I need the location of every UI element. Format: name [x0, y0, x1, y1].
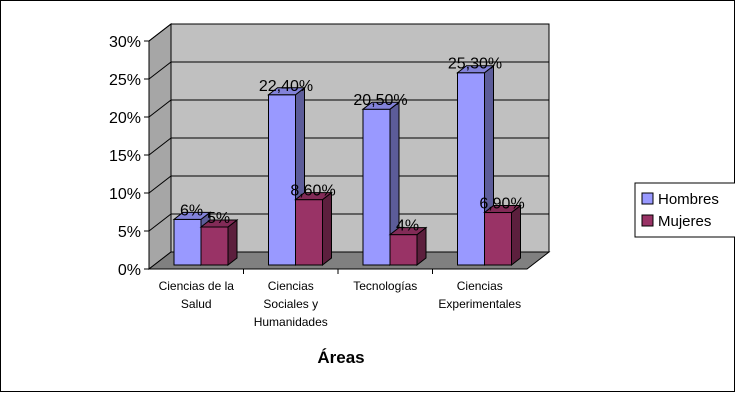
- gridlines: [144, 23, 549, 270]
- legend: Hombres Mujeres: [634, 182, 735, 238]
- y-tick-label: 15%: [109, 148, 141, 165]
- legend-entry: Hombres: [658, 191, 719, 208]
- x-tick-label: Ciencias Experimentales: [438, 279, 521, 311]
- bar-mujeres-2: [388, 226, 428, 267]
- gridline: [148, 175, 549, 194]
- legend-swatch: [641, 214, 654, 227]
- gridline: [148, 61, 549, 80]
- bar-mujeres-3: [483, 204, 522, 267]
- y-tick-label: 25%: [109, 72, 141, 89]
- bar-hombres-1: [267, 86, 306, 267]
- data-label: 8,60%: [290, 183, 335, 200]
- x-tick-label: Ciencias Sociales y Humanidades: [254, 279, 328, 329]
- x-tick-label: Ciencias de la Salud: [159, 279, 235, 311]
- bar-mujeres-1: [294, 191, 333, 267]
- y-tick-label: 5%: [118, 224, 141, 241]
- data-label: 6%: [180, 202, 203, 219]
- gridline: [148, 99, 549, 118]
- data-label: 4%: [396, 218, 419, 235]
- y-tick-label: 0%: [118, 262, 141, 279]
- x-axis-title: Áreas: [317, 348, 364, 367]
- legend-entry: Mujeres: [658, 213, 711, 230]
- data-label: 6,90%: [479, 196, 524, 213]
- data-label: 20,50%: [353, 92, 407, 109]
- y-tick-labels: 0% 5% 10% 15% 20% 25% 30%: [109, 34, 141, 279]
- data-label: 25,30%: [448, 56, 502, 73]
- y-tick-label: 10%: [109, 186, 141, 203]
- y-tick-label: 20%: [109, 110, 141, 127]
- bar-mujeres-0: [199, 218, 239, 267]
- bars: [172, 64, 522, 267]
- data-labels: 6% 5% 22,40% 8,60% 20,50% 4% 25,30% 6,90%: [180, 56, 525, 235]
- x-tick-label: Tecnologías: [353, 279, 417, 293]
- gridline: [148, 137, 549, 156]
- y-tick-label: 30%: [109, 34, 141, 51]
- legend-swatch: [641, 192, 654, 205]
- gridline: [148, 213, 549, 232]
- data-label: 22,40%: [259, 78, 313, 95]
- axes: [148, 41, 527, 274]
- gridline: [148, 23, 549, 42]
- legend-box: [634, 182, 735, 238]
- data-label: 5%: [207, 210, 230, 227]
- x-tick-labels: Ciencias de la Salud Ciencias Sociales y Hum…: [159, 279, 522, 329]
- bar-hombres-2: [361, 101, 401, 267]
